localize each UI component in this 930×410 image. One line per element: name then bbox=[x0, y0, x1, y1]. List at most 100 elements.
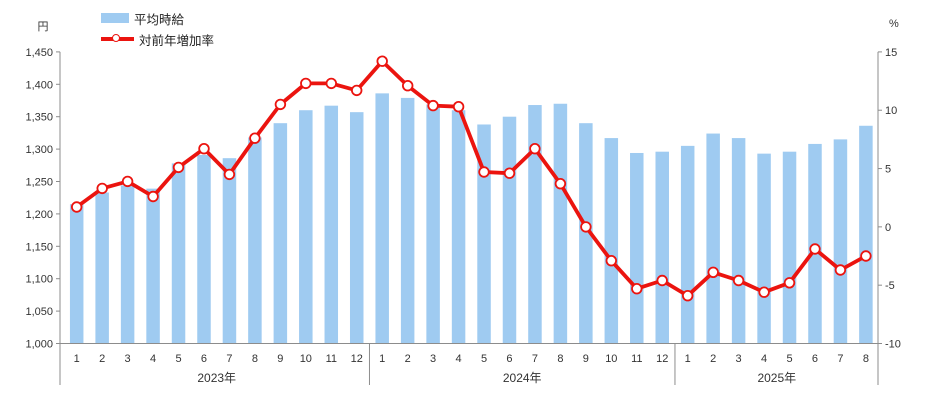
month-label: 10 bbox=[300, 353, 312, 365]
right-axis-tick-label: 0 bbox=[885, 222, 891, 234]
wage-bar-9 bbox=[273, 123, 288, 344]
left-axis-tick-label: 1,200 bbox=[25, 209, 53, 221]
rate-marker-7 bbox=[223, 168, 236, 181]
rate-marker-4 bbox=[147, 190, 159, 203]
wage-bar-18 bbox=[502, 116, 517, 344]
wage-bar-4 bbox=[146, 188, 160, 344]
rate-marker-21 bbox=[580, 221, 592, 233]
wage-bar-17 bbox=[477, 124, 491, 344]
rate-marker-15 bbox=[427, 99, 439, 112]
rate-marker-20 bbox=[554, 177, 567, 190]
rate-marker-31 bbox=[834, 264, 847, 276]
rate-marker-32 bbox=[860, 250, 872, 262]
rate-marker-18 bbox=[503, 167, 516, 179]
rate-series-marker-icon bbox=[112, 34, 120, 42]
month-label: 5 bbox=[481, 353, 487, 365]
wage-bar-2 bbox=[95, 192, 109, 344]
month-label: 2 bbox=[710, 353, 716, 365]
month-label: 3 bbox=[125, 353, 131, 365]
month-label: 6 bbox=[506, 353, 512, 365]
rate-marker-11 bbox=[325, 77, 338, 90]
month-label: 6 bbox=[812, 353, 818, 365]
wage-bar-13 bbox=[375, 93, 389, 344]
wage-bar-7 bbox=[222, 158, 237, 344]
rate-marker-3 bbox=[121, 175, 134, 188]
rate-marker-26 bbox=[707, 266, 719, 279]
month-label: 4 bbox=[150, 353, 156, 365]
rate-marker-19 bbox=[529, 142, 541, 155]
left-axis-tick-label: 1,400 bbox=[25, 79, 53, 91]
month-label: 8 bbox=[252, 353, 258, 365]
year-label: 2024年 bbox=[503, 371, 542, 385]
month-label: 1 bbox=[74, 353, 80, 365]
rate-marker-5 bbox=[172, 161, 185, 174]
right-axis-tick-label: -10 bbox=[885, 339, 901, 351]
month-label: 7 bbox=[837, 353, 843, 365]
left-axis-tick-label: 1,000 bbox=[25, 339, 53, 351]
right-axis-tick-label: -5 bbox=[885, 280, 895, 292]
month-label: 1 bbox=[379, 353, 385, 365]
wage-bar-14 bbox=[400, 97, 415, 344]
rate-marker-6 bbox=[198, 142, 210, 155]
legend-item-wage: 平均時給 bbox=[101, 11, 214, 27]
right-axis-tick-label: 15 bbox=[885, 47, 897, 59]
wage-bar-23 bbox=[630, 152, 644, 344]
wage-bar-32 bbox=[859, 125, 873, 344]
month-label: 12 bbox=[351, 353, 363, 365]
wage-bar-19 bbox=[528, 105, 542, 344]
left-axis-tick-label: 1,300 bbox=[25, 144, 53, 156]
right-axis-tick-label: 5 bbox=[885, 164, 891, 176]
month-label: 11 bbox=[631, 353, 642, 365]
month-label: 5 bbox=[786, 353, 792, 365]
wage-bar-26 bbox=[706, 133, 720, 344]
rate-marker-22 bbox=[605, 255, 618, 267]
legend-label-rate: 対前年増加率 bbox=[139, 33, 215, 48]
rate-marker-16 bbox=[452, 100, 465, 113]
month-label: 5 bbox=[175, 353, 181, 365]
rate-line-group bbox=[70, 55, 872, 302]
wage-bar-31 bbox=[833, 139, 848, 344]
wage-bar-28 bbox=[757, 153, 771, 344]
month-label: 9 bbox=[277, 353, 283, 365]
rate-marker-23 bbox=[631, 283, 643, 295]
wage-bar-15 bbox=[426, 104, 440, 344]
wage-bars-group bbox=[69, 93, 873, 344]
wage-bar-12 bbox=[349, 112, 364, 344]
wage-bar-29 bbox=[782, 151, 797, 344]
year-label: 2025年 bbox=[757, 371, 796, 385]
rate-series-swatch bbox=[101, 34, 134, 42]
wage-bar-25 bbox=[680, 145, 695, 344]
rate-marker-27 bbox=[732, 274, 745, 287]
left-axis-tick-label: 1,050 bbox=[25, 306, 53, 318]
rate-marker-24 bbox=[656, 274, 668, 287]
legend-label-wage: 平均時給 bbox=[134, 12, 185, 27]
wage-bar-24 bbox=[655, 151, 669, 344]
category-axis-group: 1 2 3 4 5 6 7 8 9 10 11 12 1 2 3 4 5 6 7 8 9 10 11 12 1 2 3 4 5 6 7 820… bbox=[74, 343, 869, 385]
wage-bar-5 bbox=[171, 163, 186, 344]
month-label: 4 bbox=[761, 353, 767, 365]
left-axis-tick-label: 1,100 bbox=[25, 274, 53, 286]
rate-line bbox=[74, 59, 868, 298]
month-label: 12 bbox=[656, 353, 668, 365]
rate-marker-17 bbox=[478, 166, 490, 178]
month-label: 4 bbox=[456, 353, 462, 365]
rate-marker-28 bbox=[758, 286, 770, 298]
month-label: 7 bbox=[226, 353, 232, 365]
wage-bar-22 bbox=[604, 138, 619, 344]
month-label: 3 bbox=[430, 353, 436, 365]
year-label: 2023年 bbox=[197, 371, 236, 385]
rate-marker-30 bbox=[809, 243, 821, 255]
wage-bar-1 bbox=[69, 204, 84, 344]
axes-group: 1,000 1,050 1,100 1,150 1,200 1,250 1,300 1,350… bbox=[25, 47, 901, 385]
month-label: 1 bbox=[685, 353, 691, 365]
month-label: 2 bbox=[99, 353, 105, 365]
rate-marker-12 bbox=[351, 84, 363, 97]
month-label: 7 bbox=[532, 353, 538, 365]
wage-bar-8 bbox=[248, 137, 262, 344]
month-label: 11 bbox=[326, 353, 337, 365]
wage-bar-20 bbox=[553, 103, 568, 344]
month-label: 10 bbox=[605, 353, 617, 365]
rate-marker-9 bbox=[274, 98, 287, 111]
